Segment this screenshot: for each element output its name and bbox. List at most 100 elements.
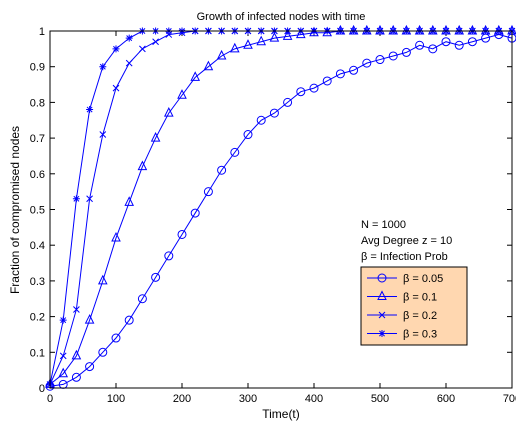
data-point [256, 35, 267, 46]
data-point [256, 115, 266, 125]
data-point [349, 65, 359, 75]
legend: β = 0.05 β = 0.1 β = 0.2 β = 0.3 [360, 266, 468, 346]
legend-marker [378, 311, 386, 319]
x-tick-label: 300 [239, 393, 257, 405]
data-point [59, 352, 67, 360]
data-point [152, 38, 159, 46]
data-point [112, 45, 120, 53]
data-point [150, 131, 161, 142]
data-point [388, 51, 398, 61]
data-point [243, 39, 253, 49]
y-tick-label: 0.2 [30, 312, 45, 324]
data-point [216, 49, 227, 60]
x-axis-label: Time(t) [262, 407, 300, 421]
annotation-block: N = 1000 Avg Degree z = 10 β = Infection… [361, 219, 452, 263]
data-point [97, 274, 108, 285]
chart-title: Growth of infected nodes with time [197, 11, 366, 23]
data-point [309, 83, 319, 93]
legend-marker [378, 330, 386, 337]
data-point [335, 69, 345, 79]
data-point [86, 106, 94, 114]
data-point [98, 347, 108, 357]
y-tick-label: 0.1 [30, 347, 45, 359]
y-tick-label: 1 [39, 26, 45, 38]
data-point [99, 131, 107, 138]
data-point [454, 40, 464, 50]
data-point [163, 106, 174, 117]
data-point [111, 231, 121, 242]
x-tick-label: 400 [305, 393, 323, 405]
y-tick-label: 0.9 [30, 62, 45, 74]
y-tick-label: 0.8 [30, 97, 45, 109]
data-point [282, 30, 293, 40]
data-point [84, 314, 95, 324]
data-point [428, 44, 438, 54]
data-point [124, 315, 134, 325]
data-point [137, 294, 147, 304]
data-point [71, 349, 82, 360]
y-tick-label: 0.3 [30, 276, 45, 288]
data-point [72, 195, 80, 203]
data-point [229, 42, 240, 53]
axis-ticks: 0 100 200 300 400 500 600 700 0 0.1 0.2 0.3 0.4 0.5 0.… [30, 26, 516, 405]
legend-item: β = 0.3 [367, 329, 437, 341]
data-point [217, 165, 227, 175]
data-point [467, 37, 477, 47]
legend-label: β = 0.2 [403, 310, 437, 322]
data-point [296, 87, 306, 97]
data-point [151, 272, 161, 282]
data-point [269, 108, 279, 118]
data-point [441, 37, 451, 47]
y-tick-label: 0.5 [30, 205, 45, 217]
legend-item: β = 0.05 [367, 273, 443, 285]
legend-item: β = 0.2 [367, 310, 437, 322]
data-point [283, 97, 293, 107]
data-point [177, 229, 187, 239]
data-point [203, 187, 213, 197]
data-point [112, 84, 120, 92]
data-point [111, 333, 121, 343]
data-point [99, 63, 107, 71]
legend-label: β = 0.3 [403, 329, 437, 341]
x-tick-label: 600 [437, 393, 455, 405]
annotation-degree: Avg Degree z = 10 [361, 235, 452, 247]
data-point [59, 316, 67, 324]
data-point [401, 47, 411, 57]
data-point [124, 196, 135, 206]
legend-item: β = 0.1 [367, 290, 437, 304]
legend-marker [377, 290, 387, 300]
data-point [58, 367, 69, 378]
series-1 [45, 30, 516, 391]
y-tick-label: 0.6 [30, 169, 45, 181]
data-point [177, 89, 187, 99]
data-point [164, 251, 174, 261]
data-point [415, 40, 425, 50]
data-point [203, 60, 214, 71]
y-tick-label: 0 [39, 383, 45, 395]
x-tick-label: 0 [47, 393, 53, 405]
data-point [71, 372, 81, 382]
y-tick-label: 0.4 [30, 240, 45, 252]
data-point [85, 362, 95, 372]
y-axis-label: Fraction of compromised nodes [8, 126, 22, 294]
data-point [190, 71, 201, 81]
data-point [137, 160, 148, 171]
y-tick-label: 0.7 [30, 133, 45, 145]
data-point [322, 26, 333, 37]
data-point [190, 208, 200, 218]
data-point [125, 59, 133, 67]
annotation-n: N = 1000 [361, 219, 406, 231]
data-point [243, 130, 253, 140]
data-point [309, 26, 319, 37]
x-tick-label: 100 [107, 393, 125, 405]
data-point [86, 195, 93, 203]
legend-marker [377, 273, 387, 283]
x-tick-label: 700 [503, 393, 516, 405]
data-point [73, 306, 80, 313]
data-point [125, 34, 133, 42]
data-point [362, 58, 372, 68]
data-point [230, 147, 240, 157]
data-point [322, 76, 332, 86]
data-point [269, 32, 280, 42]
